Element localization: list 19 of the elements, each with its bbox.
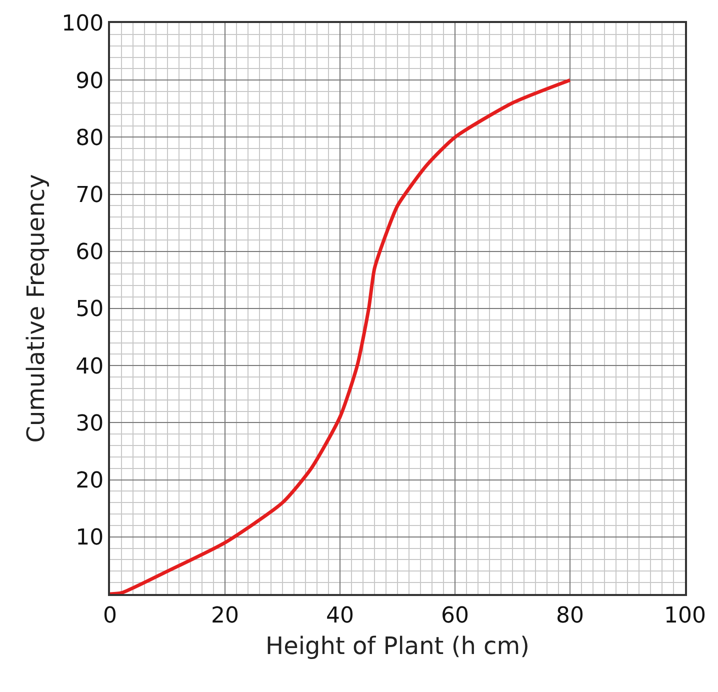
y-tick-label: 10 — [76, 526, 104, 551]
x-tick-label: 80 — [556, 603, 584, 628]
y-tick-label: 20 — [76, 468, 104, 494]
line-series — [110, 78, 572, 594]
x-tick-label: 100 — [664, 603, 706, 628]
x-axis-title: Height of Plant (h cm) — [266, 632, 530, 660]
x-tick-label: 60 — [441, 603, 469, 628]
y-axis-title: Cumulative Frequency — [22, 174, 50, 443]
y-tick-label: 70 — [76, 183, 104, 208]
y-tick-label: 40 — [76, 354, 104, 380]
y-tick-label: 30 — [76, 411, 104, 436]
y-tick-label: 50 — [76, 297, 104, 322]
y-tick-label: 60 — [76, 240, 104, 266]
y-tick-label: 80 — [76, 126, 104, 151]
x-tick-label: 40 — [326, 603, 354, 628]
y-tick-label: 90 — [76, 68, 104, 94]
x-tick-label: 0 — [103, 603, 117, 628]
x-tick-label: 20 — [211, 603, 239, 628]
y-tick-label: 100 — [62, 12, 104, 37]
